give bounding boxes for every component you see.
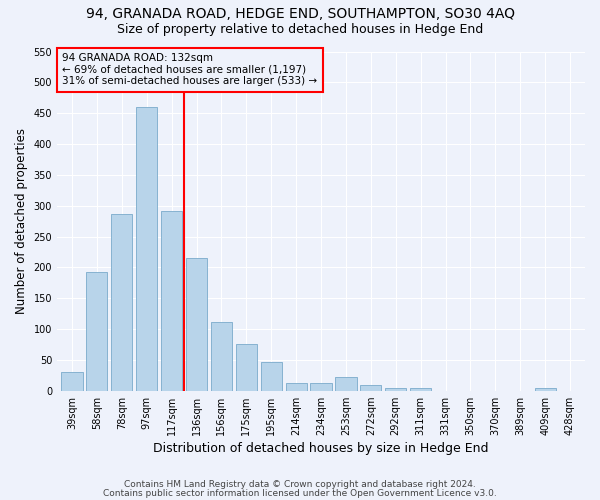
Bar <box>310 382 332 390</box>
Bar <box>111 214 133 390</box>
Text: 94 GRANADA ROAD: 132sqm
← 69% of detached houses are smaller (1,197)
31% of semi: 94 GRANADA ROAD: 132sqm ← 69% of detache… <box>62 53 317 86</box>
Text: Contains public sector information licensed under the Open Government Licence v3: Contains public sector information licen… <box>103 488 497 498</box>
Bar <box>535 388 556 390</box>
Bar <box>385 388 406 390</box>
Bar <box>410 388 431 390</box>
Bar <box>61 372 83 390</box>
Bar <box>335 377 356 390</box>
Bar <box>161 210 182 390</box>
Bar <box>360 384 382 390</box>
Text: 94, GRANADA ROAD, HEDGE END, SOUTHAMPTON, SO30 4AQ: 94, GRANADA ROAD, HEDGE END, SOUTHAMPTON… <box>86 8 515 22</box>
Y-axis label: Number of detached properties: Number of detached properties <box>15 128 28 314</box>
X-axis label: Distribution of detached houses by size in Hedge End: Distribution of detached houses by size … <box>153 442 489 455</box>
Bar <box>236 344 257 391</box>
Bar <box>286 382 307 390</box>
Bar <box>86 272 107 390</box>
Bar <box>260 362 282 390</box>
Text: Contains HM Land Registry data © Crown copyright and database right 2024.: Contains HM Land Registry data © Crown c… <box>124 480 476 489</box>
Text: Size of property relative to detached houses in Hedge End: Size of property relative to detached ho… <box>117 22 483 36</box>
Bar <box>136 107 157 391</box>
Bar <box>211 322 232 390</box>
Bar <box>186 258 207 390</box>
